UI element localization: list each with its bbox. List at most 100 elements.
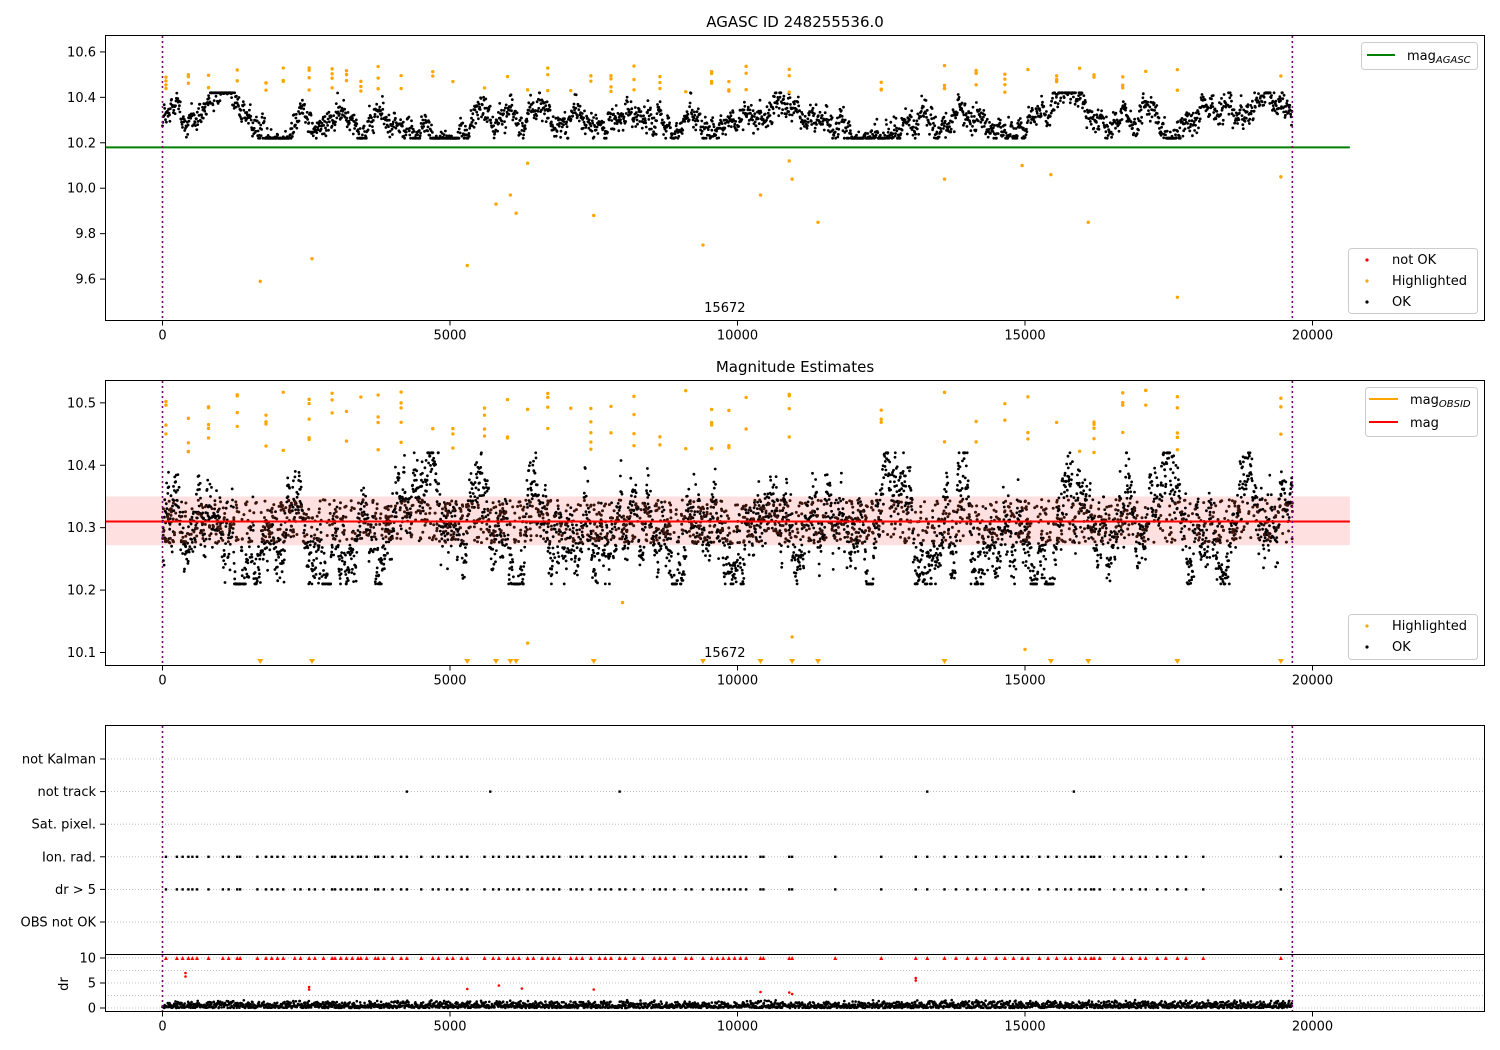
ok-point: [1218, 122, 1222, 125]
ok-point: [1117, 129, 1121, 133]
ok-point: [520, 129, 524, 132]
ok-point: [746, 511, 750, 515]
ok-point: [362, 486, 366, 490]
ok-point: [167, 485, 171, 489]
ok-point: [796, 95, 800, 99]
ok-point: [545, 530, 549, 534]
ok-point: [646, 99, 650, 102]
ok-point: [201, 116, 205, 120]
ok-point: [1208, 113, 1212, 117]
ok-point: [250, 553, 254, 556]
ok-point: [578, 528, 581, 531]
ok-point: [1183, 127, 1187, 131]
ok-point: [1031, 108, 1034, 112]
ok-point: [638, 120, 642, 123]
ok-point: [1073, 102, 1077, 106]
ok-point: [337, 570, 341, 573]
ok-point: [617, 509, 621, 512]
ok-point: [1206, 106, 1210, 110]
ok-point: [293, 470, 297, 473]
ok-point: [457, 127, 461, 131]
ok-point: [1138, 119, 1142, 123]
ok-point: [165, 120, 168, 124]
ok-point: [464, 546, 467, 549]
ok-point: [184, 545, 188, 549]
ok-point: [1210, 97, 1213, 101]
ok-point: [655, 119, 658, 123]
highlighted-point: [376, 64, 380, 69]
ok-point: [327, 110, 331, 114]
ok-point: [403, 490, 407, 494]
ok-point: [491, 115, 495, 119]
ok-point: [492, 562, 496, 566]
ok-point: [630, 110, 633, 114]
ok-point: [766, 111, 770, 115]
ok-point: [178, 510, 182, 514]
ok-point: [240, 549, 244, 553]
ok-point: [170, 544, 174, 548]
ok-point: [289, 535, 293, 539]
highlighted-point: [1020, 163, 1024, 168]
ok-point: [612, 112, 615, 116]
ok-point: [340, 568, 343, 571]
ok-point: [190, 538, 194, 541]
ok-point: [320, 546, 324, 549]
ok-point: [892, 128, 896, 132]
highlighted-point: [942, 83, 947, 88]
ok-point: [233, 577, 237, 581]
ok-point: [630, 494, 633, 498]
ok-point: [813, 495, 817, 499]
highlighted-point: [609, 77, 613, 81]
ok-point: [1118, 121, 1122, 125]
ok-point: [656, 571, 660, 574]
ok-point: [179, 548, 183, 552]
ok-point: [361, 136, 365, 140]
ok-point: [624, 120, 628, 123]
ok-point: [338, 105, 342, 109]
ok-point: [326, 124, 329, 127]
ok-point: [760, 531, 764, 535]
ok-point: [791, 543, 795, 546]
ok-point: [450, 134, 453, 138]
highlighted-point: [974, 68, 978, 73]
ok-point: [163, 498, 167, 502]
ok-point: [380, 117, 383, 121]
ok-point: [539, 500, 542, 504]
ok-point: [674, 124, 678, 128]
ok-point: [809, 103, 812, 107]
ok-point: [802, 566, 806, 570]
ok-point: [924, 112, 927, 115]
ok-point: [893, 124, 897, 127]
ok-point: [806, 504, 809, 508]
ok-point: [709, 135, 713, 139]
ok-point: [371, 125, 374, 128]
ok-point: [826, 515, 830, 518]
ok-point: [347, 570, 351, 574]
ok-point: [555, 523, 559, 526]
ok-point: [265, 546, 269, 550]
ok-point: [942, 115, 946, 119]
ok-point: [613, 525, 617, 529]
ok-point: [649, 522, 653, 526]
ok-point: [806, 120, 810, 124]
ok-point: [488, 525, 492, 529]
ok-point: [1163, 116, 1166, 119]
ok-point: [995, 136, 998, 140]
ok-point: [553, 527, 557, 531]
ok-point: [760, 115, 764, 119]
ok-point: [1080, 91, 1084, 95]
ok-point: [544, 483, 547, 487]
ok-point: [313, 576, 317, 579]
ok-point: [285, 528, 288, 532]
ok-point: [409, 507, 412, 510]
ok-point: [173, 112, 177, 115]
ok-point: [223, 553, 227, 556]
ok-point: [591, 576, 594, 579]
ok-point: [465, 128, 469, 132]
ok-point: [447, 551, 450, 554]
highlighted-point: [344, 78, 349, 83]
ok-point: [803, 114, 807, 118]
ok-point: [676, 568, 680, 571]
ok-point: [1186, 122, 1189, 125]
ok-point: [228, 542, 232, 546]
